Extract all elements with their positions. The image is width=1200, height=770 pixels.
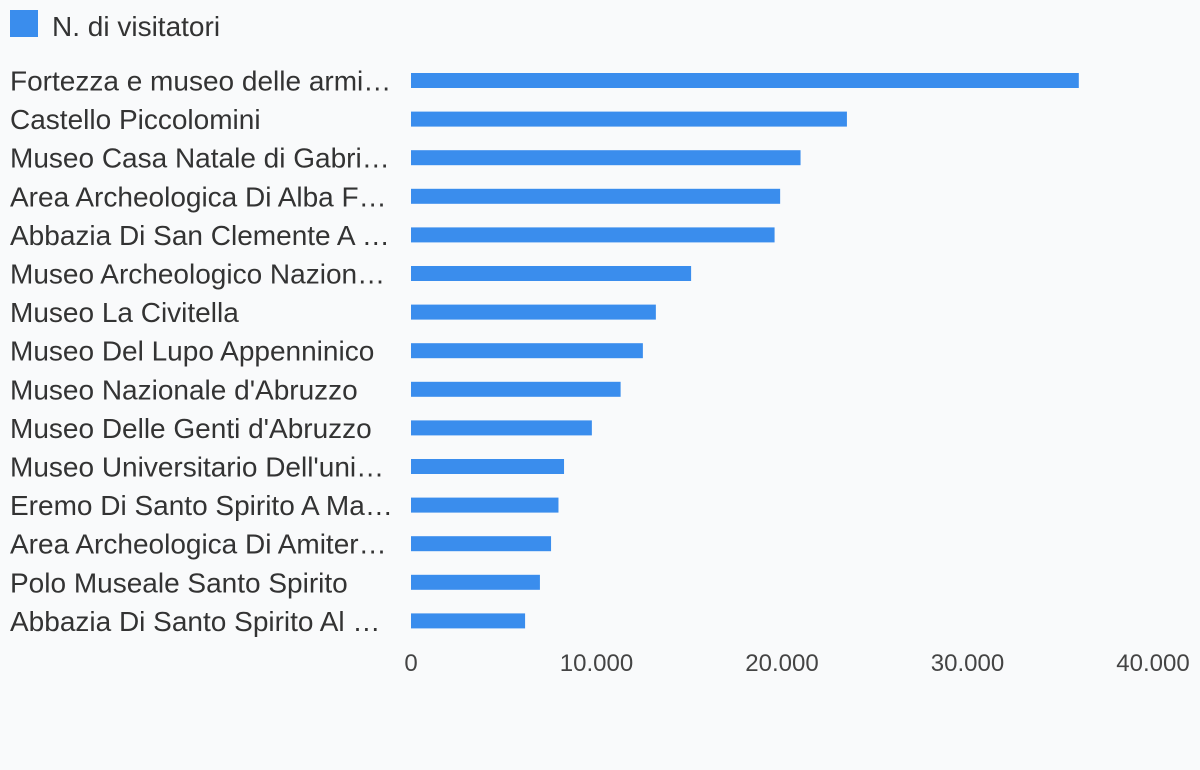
bar[interactable] [411, 381, 621, 397]
category-label: Museo Casa Natale di Gabri… [10, 143, 390, 174]
category-label: Fortezza e museo delle armi… [10, 66, 391, 97]
category-label: Abbazia Di San Clemente A … [10, 220, 390, 251]
bar[interactable] [411, 304, 656, 320]
bar[interactable] [411, 343, 643, 359]
bar[interactable] [411, 574, 540, 590]
legend-label: N. di visitatori [52, 11, 220, 42]
bar[interactable] [411, 536, 552, 552]
legend-swatch [10, 10, 38, 37]
category-label: Area Archeologica Di Amiter… [10, 529, 387, 560]
bar[interactable] [411, 227, 775, 243]
x-axis-ticks: 0 10.000 20.000 30.000 40.000 [404, 650, 1189, 677]
category-label: Abbazia Di Santo Spirito Al … [10, 606, 380, 637]
x-tick-label: 0 [404, 650, 417, 677]
category-label: Castello Piccolomini [10, 104, 261, 135]
category-label: Polo Museale Santo Spirito [10, 567, 348, 598]
x-tick-label: 40.000 [1116, 650, 1189, 677]
x-tick-label: 30.000 [931, 650, 1004, 677]
bar[interactable] [411, 73, 1079, 88]
legend: N. di visitatori [10, 10, 220, 42]
bars [411, 73, 1079, 629]
bar[interactable] [411, 188, 781, 204]
category-label: Museo La Civitella [10, 297, 239, 328]
category-labels: Fortezza e museo delle armi… Castello Pic… [10, 66, 393, 637]
category-label: Museo Nazionale d'Abruzzo [10, 374, 358, 405]
bar[interactable] [411, 266, 692, 281]
category-label: Museo Universitario Dell'uni… [10, 452, 384, 483]
bar[interactable] [411, 459, 565, 474]
x-tick-label: 10.000 [560, 650, 633, 677]
category-label: Museo Archeologico Nazion… [10, 259, 385, 290]
bar[interactable] [411, 613, 526, 629]
x-tick-label: 20.000 [745, 650, 818, 677]
bar[interactable] [411, 420, 592, 436]
category-label: Eremo Di Santo Spirito A Ma… [10, 490, 393, 521]
category-label: Museo Del Lupo Appenninico [10, 336, 374, 367]
category-label: Area Archeologica Di Alba F… [10, 181, 387, 212]
bar[interactable] [411, 111, 847, 127]
bar[interactable] [411, 497, 559, 513]
category-label: Museo Delle Genti d'Abruzzo [10, 413, 372, 444]
bar[interactable] [411, 150, 801, 166]
